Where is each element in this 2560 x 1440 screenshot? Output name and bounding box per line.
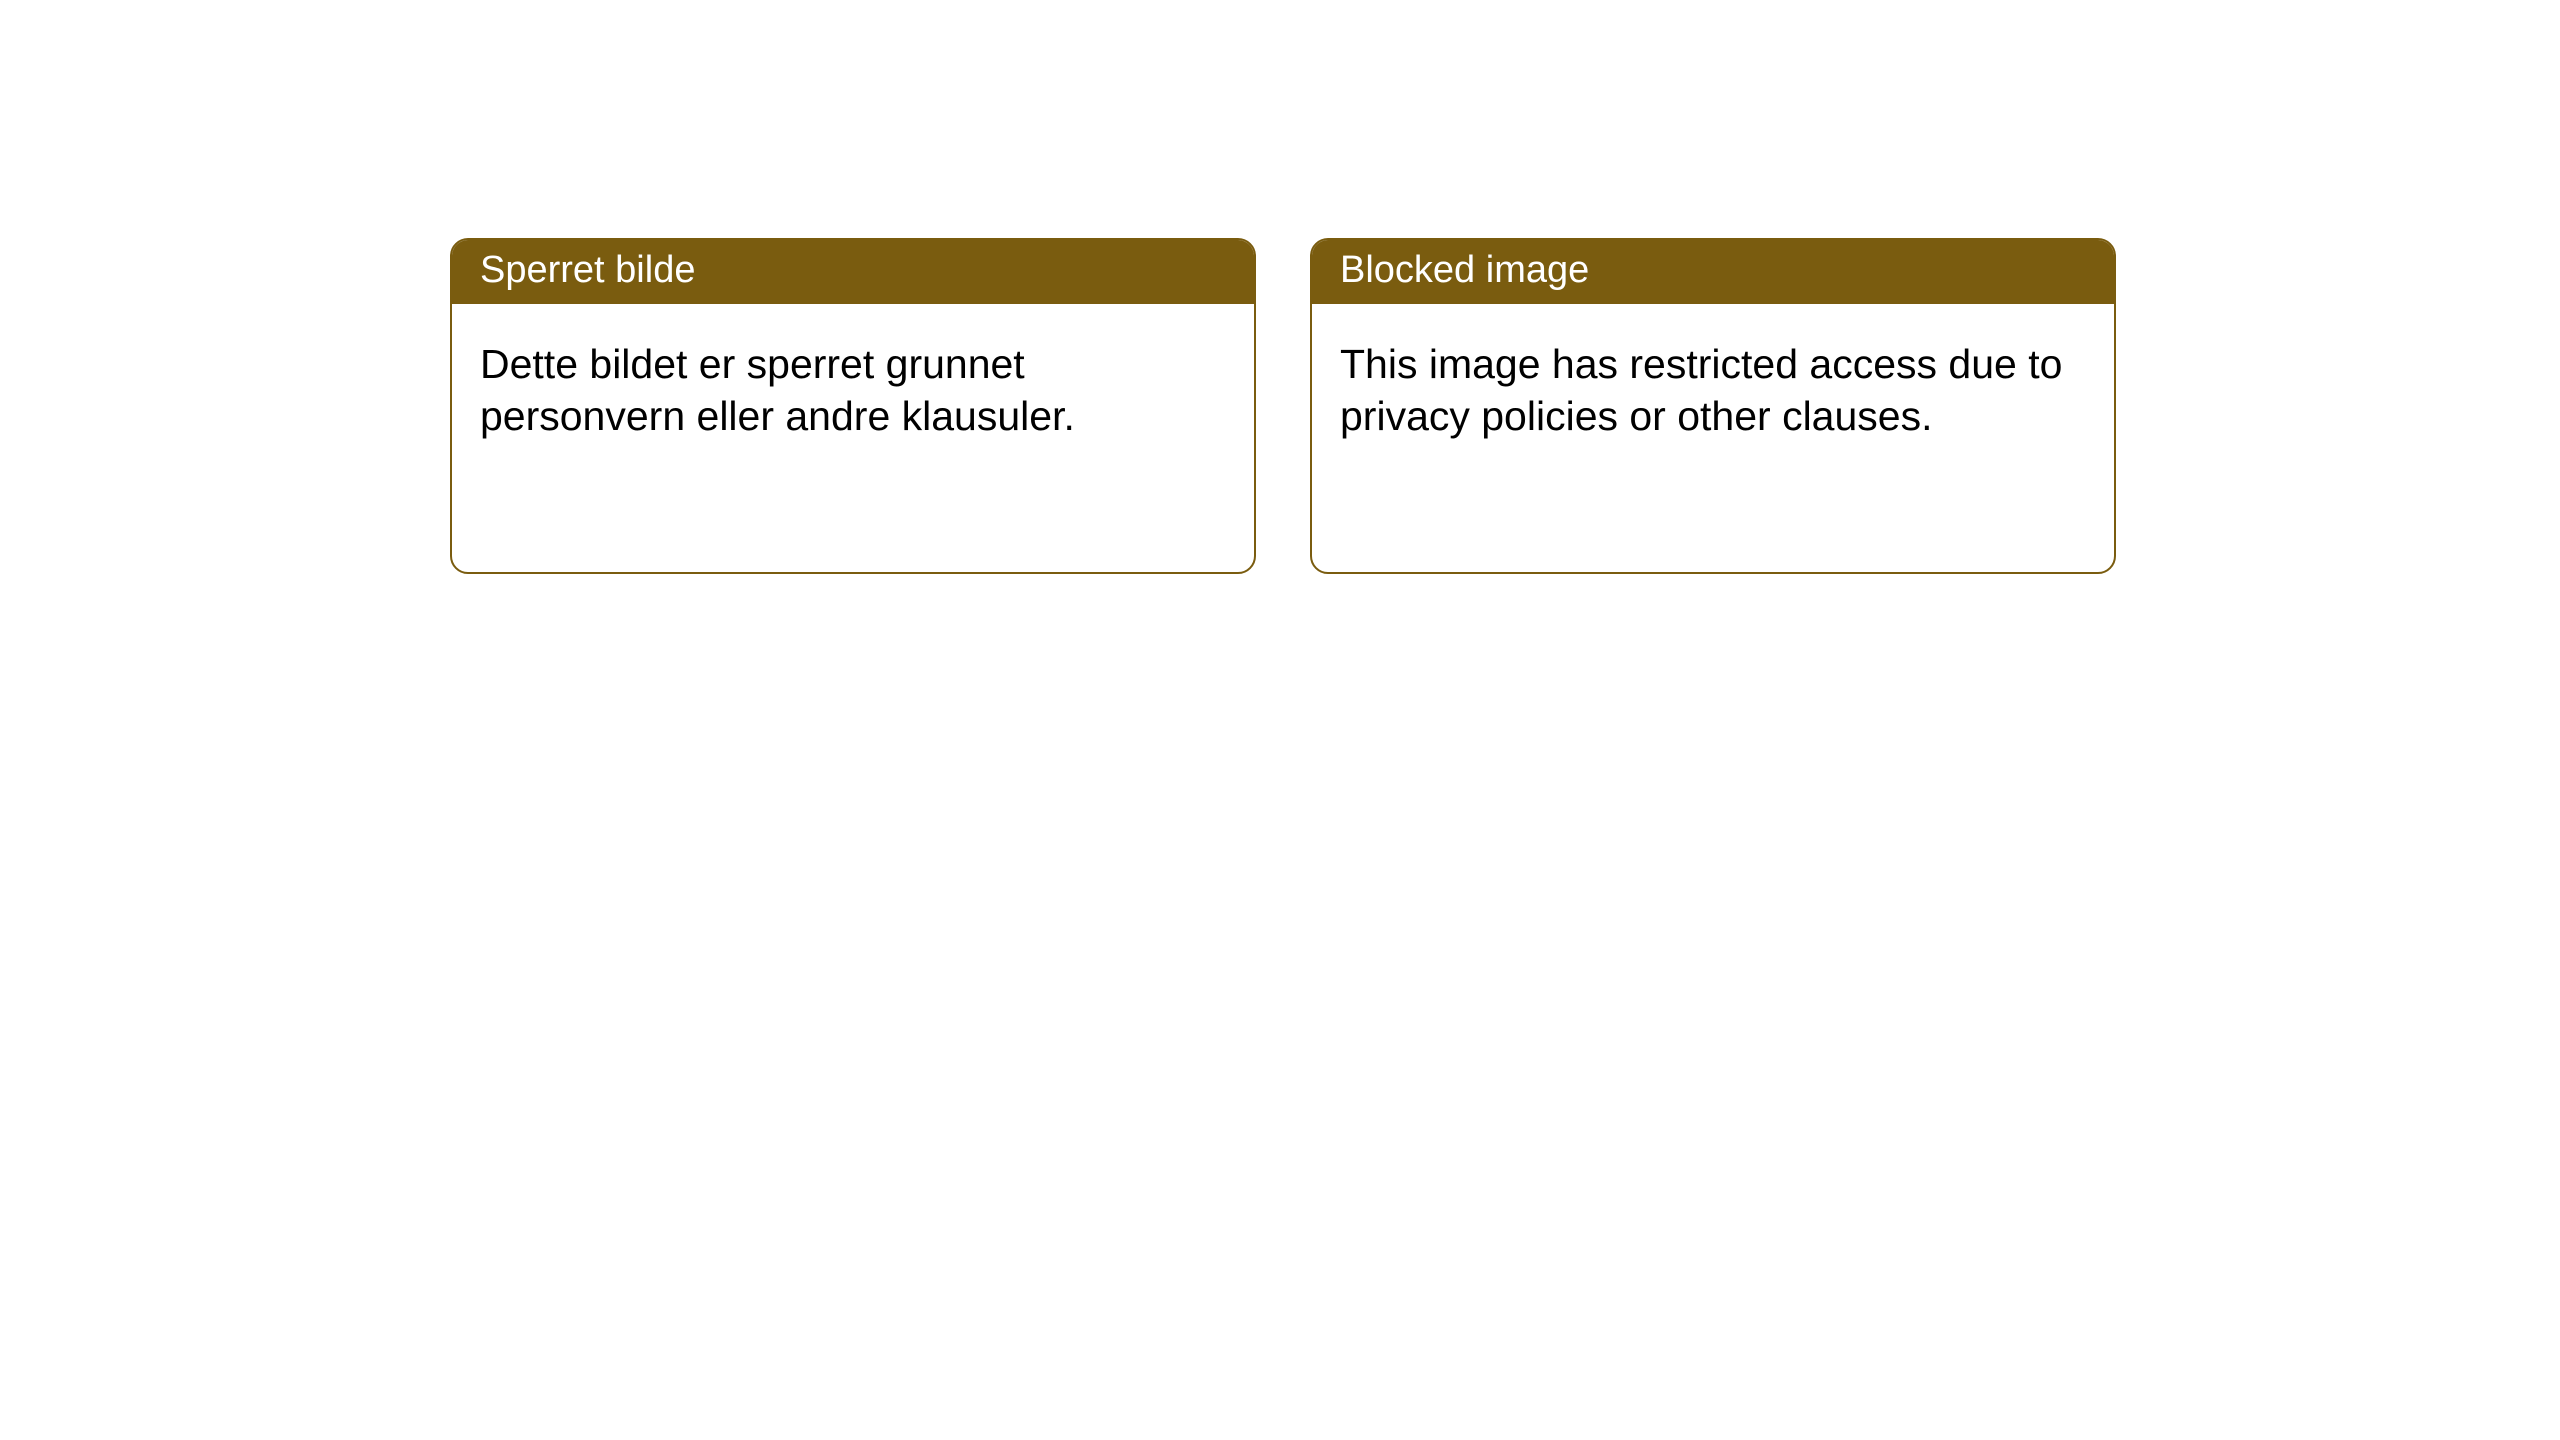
notice-header: Sperret bilde (452, 240, 1254, 304)
notice-card-english: Blocked image This image has restricted … (1310, 238, 2116, 574)
notice-card-norwegian: Sperret bilde Dette bildet er sperret gr… (450, 238, 1256, 574)
notice-header: Blocked image (1312, 240, 2114, 304)
notice-body: This image has restricted access due to … (1312, 304, 2114, 477)
notice-cards-container: Sperret bilde Dette bildet er sperret gr… (450, 238, 2560, 574)
notice-body: Dette bildet er sperret grunnet personve… (452, 304, 1254, 477)
